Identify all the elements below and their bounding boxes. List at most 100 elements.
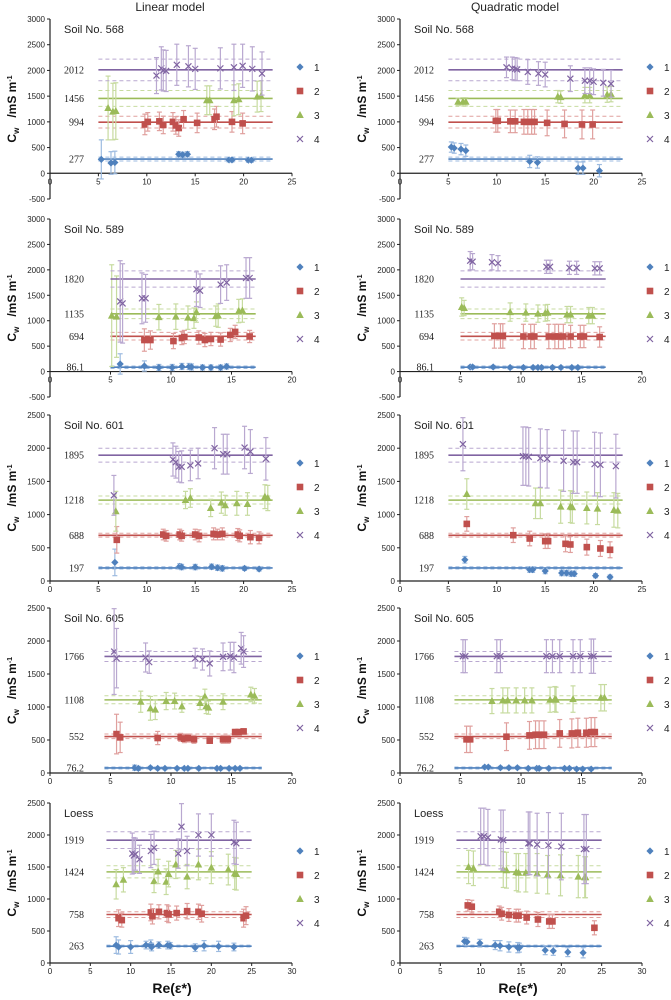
y-tick-label: 2500 — [377, 799, 395, 808]
data-point-series-3 — [600, 693, 609, 701]
data-point-series-2 — [505, 911, 513, 919]
data-point-series-1 — [496, 942, 504, 950]
y-tick-label: 500 — [382, 736, 396, 745]
x-tick-label: 20 — [589, 585, 598, 594]
data-point-series-1 — [230, 943, 238, 951]
legend-label-4: 4 — [314, 531, 320, 542]
series-3: 1108 — [414, 683, 612, 715]
data-point-series-2 — [597, 545, 604, 552]
legend-marker-1 — [296, 263, 304, 271]
mean-level-label: 758 — [69, 910, 84, 921]
data-point-series-3 — [162, 697, 170, 705]
data-point-series-1 — [557, 363, 565, 372]
mean-level-label: 1135 — [414, 309, 434, 320]
y-axis-label-symbol: C — [5, 715, 19, 724]
legend-label-3: 3 — [314, 111, 320, 122]
legend-marker-3 — [646, 895, 654, 902]
data-point-series-2 — [195, 532, 203, 540]
data-point-series-2 — [219, 530, 226, 538]
series-2: 694 — [69, 324, 256, 352]
legend-marker-4 — [296, 724, 304, 732]
data-point-series-3 — [201, 692, 209, 700]
legend-label-3: 3 — [314, 700, 320, 711]
data-point-series-2 — [170, 337, 177, 345]
data-point-series-1 — [560, 764, 569, 772]
data-point-series-1 — [513, 764, 521, 772]
data-point-series-4 — [211, 444, 218, 452]
data-point-series-2 — [156, 118, 163, 125]
data-point-series-1 — [595, 167, 604, 175]
data-point-series-4 — [145, 658, 153, 666]
y-axis-label: Cw/mS m-1 — [355, 849, 371, 916]
panel-soil-no-601-linear: 0 500 1000 1500 2000 2500 0 5 10 15 20 25 Soil No. 6… — [5, 411, 320, 594]
data-point-series-2 — [596, 333, 603, 341]
y-tick-label: 1500 — [377, 291, 395, 300]
data-point-series-1 — [462, 147, 470, 155]
data-point-series-3 — [469, 864, 478, 872]
data-point-series-1 — [549, 947, 557, 955]
y-tick-label: 500 — [32, 736, 46, 745]
data-point-series-1 — [491, 941, 499, 949]
data-point-series-2 — [144, 118, 152, 126]
data-point-series-1 — [223, 362, 231, 371]
legend-label-3: 3 — [664, 700, 670, 711]
legend-label-1: 1 — [664, 459, 670, 470]
data-point-series-4 — [582, 845, 590, 853]
data-point-series-4 — [223, 279, 231, 286]
data-point-series-4 — [596, 461, 604, 469]
mean-level-label: 1456 — [64, 94, 84, 105]
x-tick-label: 20 — [557, 967, 566, 976]
legend-label-4: 4 — [314, 135, 320, 146]
data-point-series-4 — [560, 457, 568, 465]
y-tick-label: 0 — [391, 368, 396, 377]
x-tick-label: 0 — [398, 376, 403, 385]
y-axis-label-subscript: w — [12, 901, 21, 909]
y-axis-label-symbol: C — [355, 715, 369, 724]
data-point-series-4 — [192, 285, 200, 293]
data-point-series-1 — [537, 363, 546, 372]
column-title-linear: Linear model — [135, 0, 204, 14]
data-point-series-4 — [612, 462, 620, 470]
y-axis-label-symbol: C — [5, 908, 19, 917]
data-point-series-1 — [506, 363, 514, 372]
data-point-series-2 — [511, 118, 519, 125]
series-3: 1456 — [414, 85, 623, 107]
y-tick-label: 2500 — [27, 799, 45, 808]
y-tick-label: 0 — [41, 577, 46, 586]
data-point-series-3 — [194, 860, 203, 868]
y-tick-label: 2500 — [27, 604, 45, 613]
data-point-series-2 — [567, 333, 574, 340]
data-point-series-3 — [170, 697, 179, 705]
legend-marker-1 — [646, 652, 654, 660]
x-tick-label: 20 — [288, 376, 297, 385]
data-point-series-4 — [178, 823, 185, 831]
data-point-series-4 — [546, 263, 554, 271]
data-point-series-3 — [155, 313, 163, 321]
data-point-series-1 — [217, 363, 225, 372]
data-point-series-2 — [507, 118, 514, 125]
legend-marker-2 — [296, 287, 304, 295]
legend-marker-3 — [646, 507, 654, 514]
data-point-series-2 — [193, 119, 201, 127]
data-point-series-2 — [499, 332, 507, 340]
y-tick-label: 2000 — [377, 444, 395, 453]
panel-soil-no-605-quadratic: 0 500 1000 1500 2000 2500 0 5 10 15 20 Soil No. 605… — [355, 604, 670, 786]
x-tick-label: 15 — [517, 967, 526, 976]
data-point-series-2 — [154, 734, 161, 742]
mean-level-label: 197 — [69, 563, 84, 574]
data-point-series-3 — [104, 103, 112, 111]
data-point-series-4 — [513, 65, 521, 73]
series-4: 2012 — [414, 56, 623, 98]
data-point-series-4 — [596, 264, 604, 272]
series-3: 1135 — [414, 297, 606, 325]
series-3: 1218 — [414, 478, 623, 529]
data-point-series-3 — [462, 490, 471, 498]
legend-label-2: 2 — [664, 676, 670, 687]
data-point-series-1 — [574, 164, 582, 172]
data-point-series-2 — [178, 532, 185, 540]
x-tick-label: 20 — [239, 585, 248, 594]
data-point-series-2 — [231, 728, 239, 736]
legend-marker-3 — [646, 111, 654, 118]
data-point-series-1 — [218, 564, 226, 572]
